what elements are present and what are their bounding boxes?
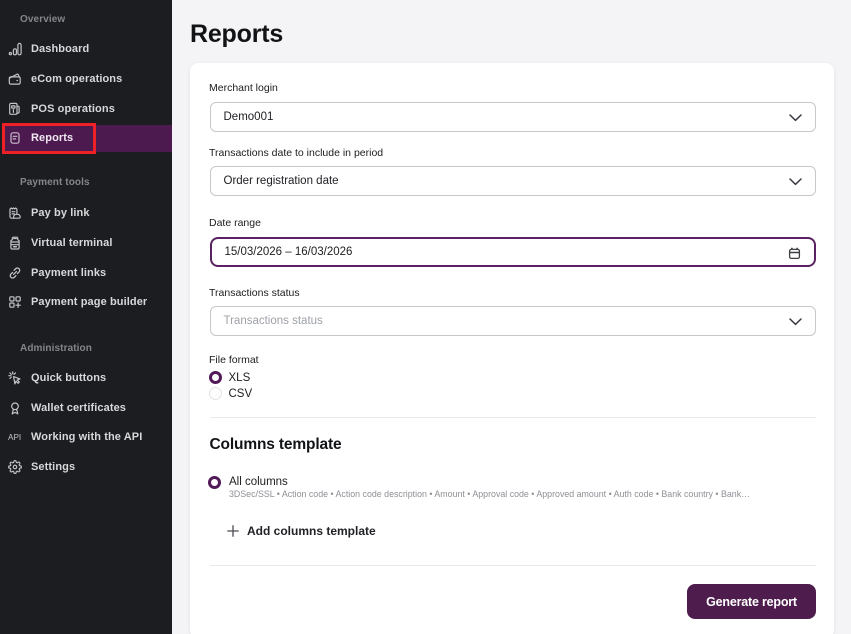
svg-text:API: API <box>8 433 21 442</box>
